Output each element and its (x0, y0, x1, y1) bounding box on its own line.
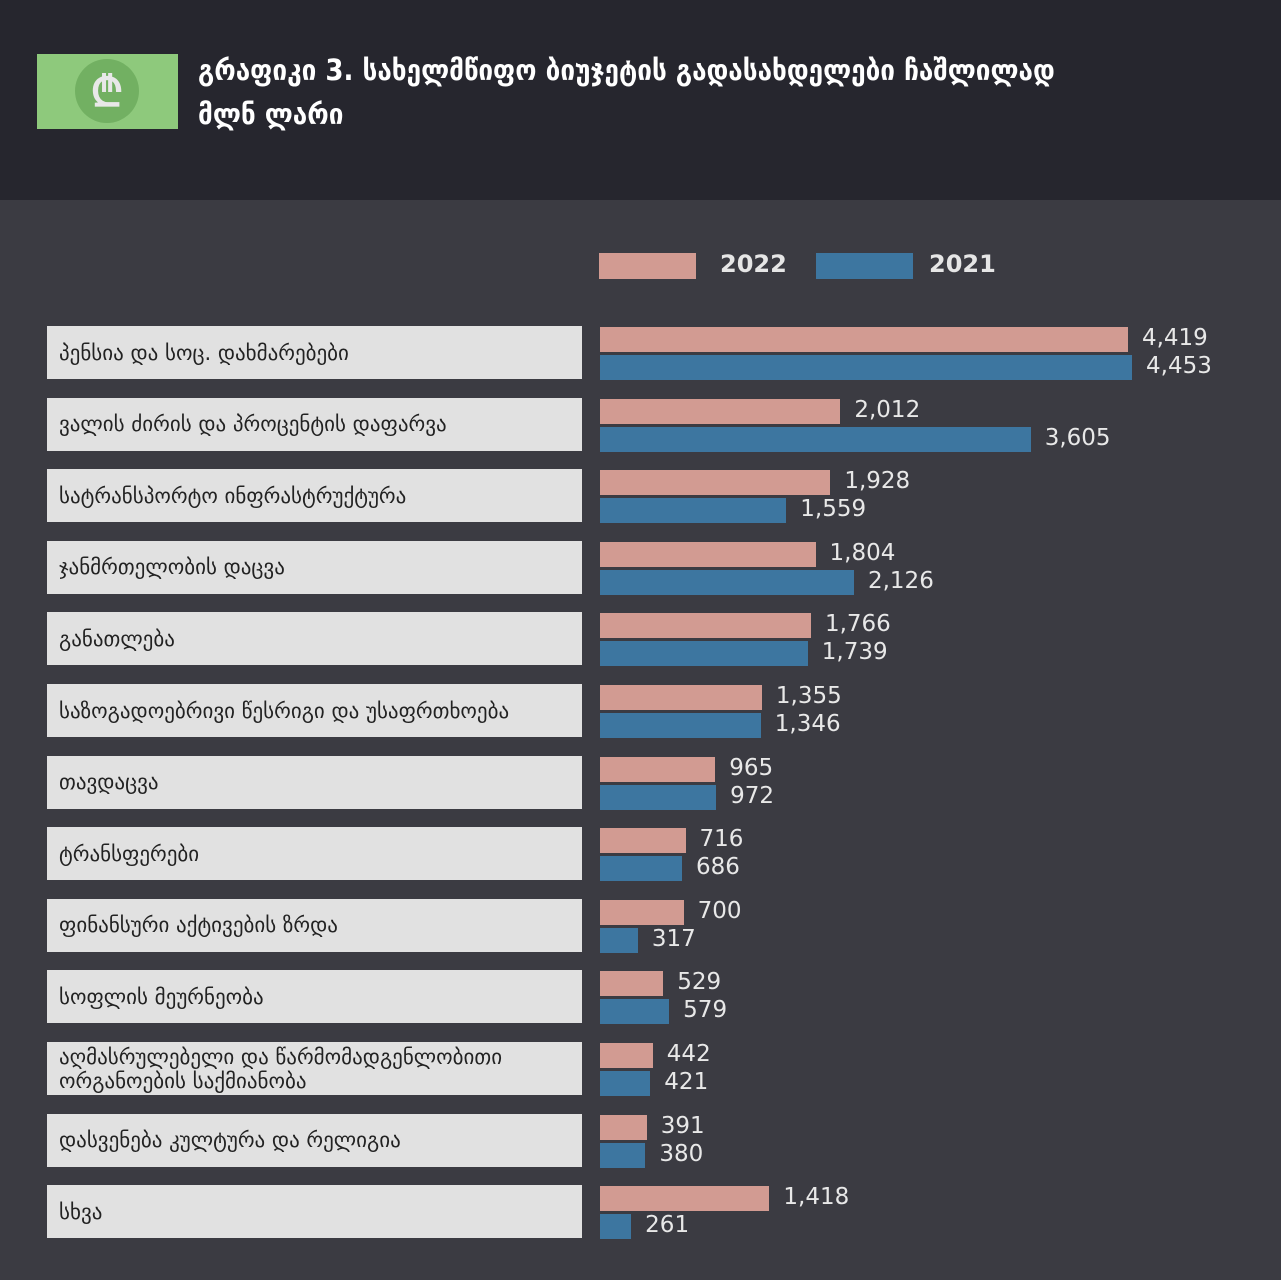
value-label-2022: 391 (660, 1112, 705, 1139)
value-label-2022: 700 (697, 897, 742, 924)
value-label-2022: 442 (666, 1041, 711, 1067)
value-label-2021: 3,605 (1044, 424, 1111, 451)
bar-2022 (600, 398, 841, 424)
category-label: ჯანმრთელობის დაცვა (47, 540, 582, 594)
value-label-2022: 1,928 (844, 468, 911, 495)
legend-label-2022: 2022 (720, 250, 787, 278)
bar-2021 (600, 426, 1031, 452)
bar-2022 (600, 613, 811, 639)
category-label: განათლება (47, 612, 582, 666)
legend-swatch-2021 (816, 253, 913, 279)
chart-title: გრაფიკი 3. სახელმწიფო ბიუჯეტის გადასახდე… (198, 48, 1198, 136)
value-label-2021: 686 (695, 854, 740, 881)
category-label: ტრანსფერები (47, 827, 582, 881)
bar-2021 (600, 713, 761, 738)
value-label-2022: 1,804 (829, 539, 896, 566)
value-label-2022: 4,419 (1141, 325, 1208, 351)
bar-2021 (600, 355, 1132, 380)
value-label-2021: 317 (651, 925, 696, 952)
category-label: პენსია და სოც. დახმარებები (47, 326, 582, 379)
value-label-2021: 4,453 (1146, 353, 1212, 379)
category-label: თავდაცვა (47, 755, 582, 809)
bar-2021 (600, 1071, 651, 1096)
category-label: სატრანსპორტო ინფრასტრუქტურა (47, 469, 582, 523)
category-label: სოფლის მეურნეობა (47, 970, 582, 1024)
bar-2022 (600, 1186, 770, 1212)
legend-swatch-2022 (599, 253, 696, 279)
category-label: აღმასრულებელი და წარმომადგენლობითი ორგან… (47, 1042, 582, 1095)
category-label: საზოგადოებრივი წესრიგი და უსაფრთხოება (47, 684, 582, 737)
bar-2021 (600, 569, 854, 595)
value-label-2021: 421 (664, 1069, 709, 1095)
title-line: გრაფიკი 3. სახელმწიფო ბიუჯეტის გადასახდე… (198, 53, 1055, 87)
category-label: ფინანსური აქტივების ზრდა (47, 898, 582, 952)
bar-2022 (600, 1114, 647, 1140)
value-label-2021: 1,559 (800, 496, 867, 523)
bar-2021 (600, 1142, 646, 1168)
value-label-2021: 972 (730, 782, 775, 809)
money-icon: ₾ (37, 54, 178, 129)
bar-2021 (600, 784, 717, 810)
bar-2021 (600, 1214, 632, 1240)
bar-2022 (600, 327, 1128, 352)
bar-2022 (600, 971, 664, 997)
value-label-2022: 1,766 (824, 611, 891, 638)
header: ₾ გრაფიკი 3. სახელმწიფო ბიუჯეტის გადასახ… (0, 0, 1281, 200)
bar-2021 (600, 498, 787, 524)
bar-2022 (600, 828, 686, 854)
value-label-2021: 380 (659, 1140, 704, 1167)
value-label-2022: 716 (699, 826, 744, 853)
bar-2022 (600, 541, 816, 567)
value-label-2021: 1,739 (821, 639, 888, 666)
category-label: სხვა (47, 1185, 582, 1239)
bar-2021 (600, 856, 682, 882)
legend-label-2021: 2021 (929, 250, 996, 278)
value-label-2022: 2,012 (854, 396, 921, 423)
subtitle: მლნ ლარი (198, 97, 344, 131)
value-label-2022: 1,355 (775, 683, 842, 709)
bar-2022 (600, 756, 716, 782)
value-label-2021: 261 (645, 1212, 690, 1239)
bar-2022 (600, 899, 684, 925)
value-label-2021: 2,126 (867, 567, 934, 594)
bar-2021 (600, 927, 638, 953)
value-label-2022: 1,418 (783, 1184, 850, 1211)
value-label-2022: 529 (677, 969, 722, 996)
bar-2021 (600, 641, 808, 667)
bar-2022 (600, 685, 762, 710)
category-label: დასვენება კულტურა და რელიგია (47, 1113, 582, 1167)
bar-2021 (600, 999, 670, 1025)
svg-text:₾: ₾ (91, 67, 123, 116)
bar-2022 (600, 1043, 653, 1068)
value-label-2021: 1,346 (774, 711, 841, 737)
category-label: ვალის ძირის და პროცენტის დაფარვა (47, 397, 582, 451)
bar-2022 (600, 470, 831, 496)
value-label-2021: 579 (683, 997, 728, 1024)
value-label-2022: 965 (729, 754, 774, 781)
